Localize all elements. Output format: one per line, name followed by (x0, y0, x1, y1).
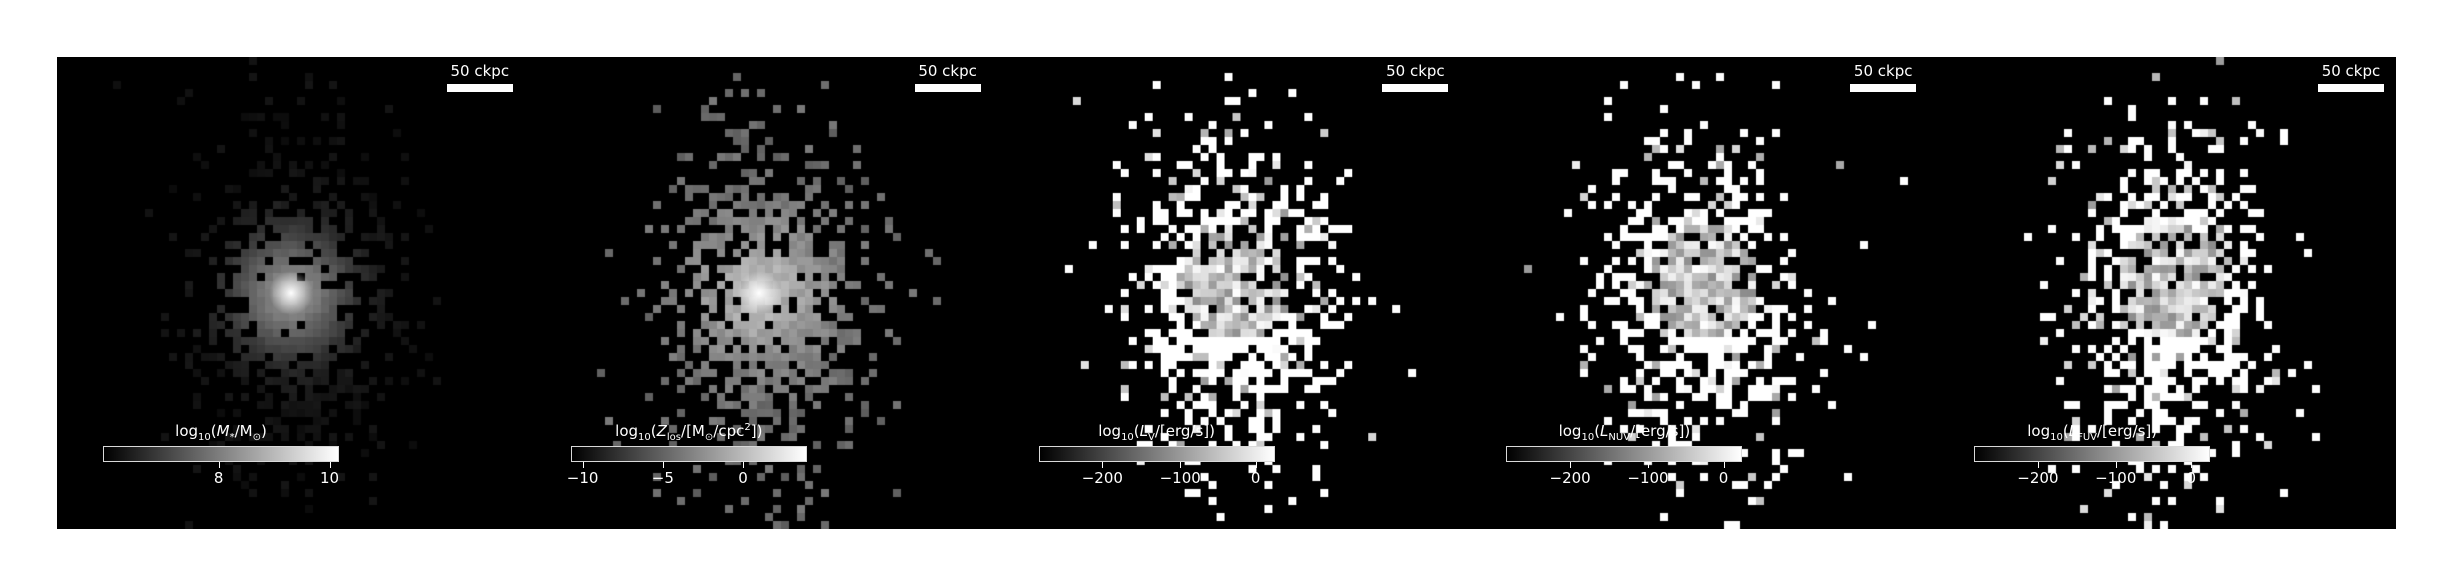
colorbar-tick-label: 0 (2186, 469, 2197, 487)
scalebar-label: 50 ckpc (918, 62, 977, 80)
v-band-panel: 50 ckpc log10(LV/[erg/s]) −200 −100 0 (992, 57, 1461, 529)
colorbar-tick (1723, 462, 1725, 468)
colorbar-tick-label: −100 (1627, 469, 1669, 487)
scalebar-line (446, 84, 513, 92)
colorbar-tick (2115, 462, 2117, 468)
colorbar-tick-label: 0 (1250, 469, 1261, 487)
colorbar-gradient (1974, 446, 2211, 462)
colorbar-tick (1570, 462, 1572, 468)
colorbar-title: log10(LNUV/[erg/s]) (1558, 422, 1691, 443)
scalebar-label: 50 ckpc (1853, 62, 1913, 80)
colorbar-title: log10(LV/[erg/s]) (1098, 422, 1215, 443)
colorbar-tick (662, 462, 664, 468)
scalebar-line (2317, 84, 2384, 92)
colorbar-gradient (1038, 446, 1275, 462)
colorbar-tick-label: −100 (1159, 469, 1201, 487)
metallicity-panel: 50 ckpc log10(Zlos/[M⊙/cpc2]) −10 −5 0 (524, 57, 993, 529)
colorbar-title: log10(Zlos/[M⊙/cpc2]) (615, 422, 763, 443)
colorbar-gradient (103, 446, 339, 462)
colorbar-tick (2191, 462, 2193, 468)
colorbar-tick (1255, 462, 1257, 468)
colorbar-tick (2037, 462, 2039, 468)
colorbar-tick-label: 8 (213, 469, 224, 487)
colorbar-tick (582, 462, 584, 468)
scalebar: 50 ckpc (446, 62, 513, 92)
colorbar-tick (1180, 462, 1182, 468)
colorbar-gradient (1506, 446, 1743, 462)
colorbar-tick-label: −10 (566, 469, 599, 487)
colorbar-tick (329, 462, 331, 468)
scalebar-label: 50 ckpc (1386, 62, 1445, 80)
colorbar-title: log10(M*/M⊙) (175, 422, 267, 443)
colorbar-tick-label: 10 (320, 469, 340, 487)
fuv-band-panel: 50 ckpc log10(LFUV/[erg/s]) −200 −100 0 (1928, 57, 2396, 529)
scalebar-label: 50 ckpc (2321, 62, 2381, 80)
scalebar: 50 ckpc (914, 62, 981, 92)
scalebar: 50 ckpc (1850, 62, 1917, 92)
colorbar-tick-label: −200 (1549, 469, 1591, 487)
colorbar-tick (1102, 462, 1104, 468)
colorbar-tick (1647, 462, 1649, 468)
colorbar-tick-label: 0 (1718, 469, 1729, 487)
colorbar-tick (743, 462, 745, 468)
nuv-band-panel: 50 ckpc log10(LNUV/[erg/s]) −200 −100 0 (1460, 57, 1929, 529)
colorbar-tick-label: −200 (1081, 469, 1123, 487)
colorbar-tick-label: −200 (2017, 469, 2059, 487)
scalebar: 50 ckpc (1382, 62, 1449, 92)
colorbar-gradient (570, 446, 807, 462)
colorbar-title: log10(LFUV/[erg/s]) (2027, 422, 2158, 443)
colorbar-tick (218, 462, 220, 468)
scalebar-label: 50 ckpc (450, 62, 510, 80)
colorbar-tick-label: −100 (2095, 469, 2137, 487)
scalebar: 50 ckpc (2317, 62, 2384, 92)
galaxy-maps-figure: 50 ckpc log10(M*/M⊙) 8 10 50 ckpc log10(Z… (57, 57, 2396, 529)
scalebar-line (1850, 84, 1917, 92)
scalebar-line (1382, 84, 1449, 92)
colorbar-tick-label: 0 (738, 469, 748, 487)
scalebar-line (914, 84, 981, 92)
colorbar-tick-label: −5 (651, 469, 674, 487)
stellar-mass-panel: 50 ckpc log10(M*/M⊙) 8 10 (57, 57, 525, 529)
